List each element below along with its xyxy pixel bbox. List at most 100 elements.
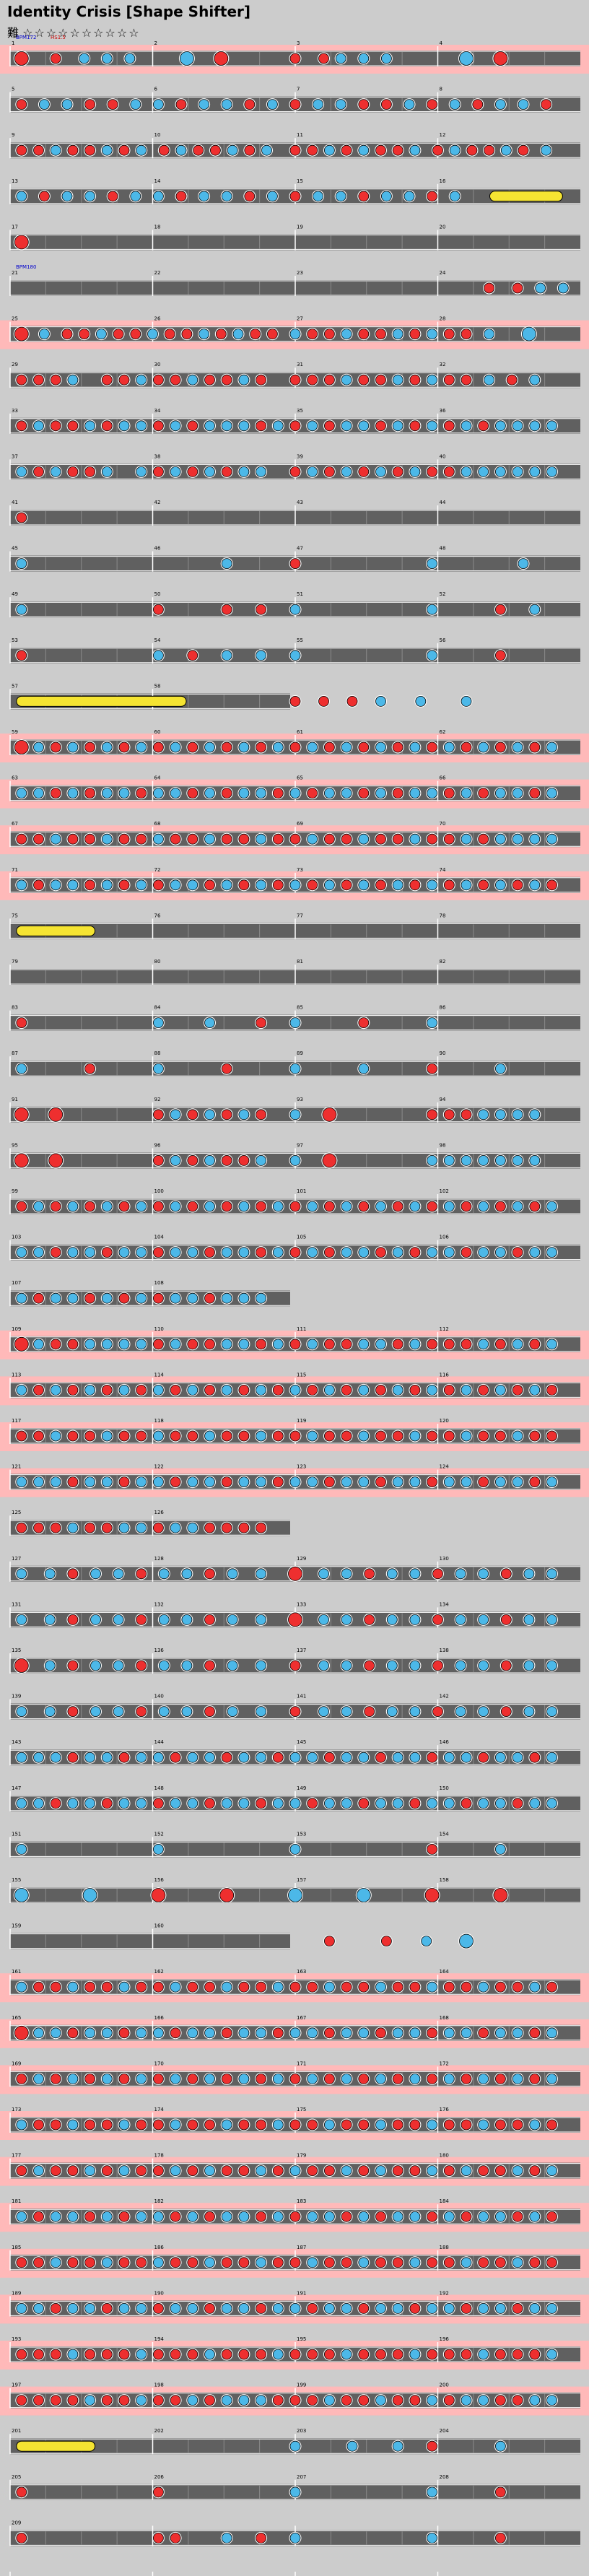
measure-number: 170: [154, 2061, 164, 2066]
ka-note: [409, 1476, 421, 1488]
ka-note: [409, 1201, 421, 1212]
don-note: [478, 788, 489, 799]
ka-note: [227, 1614, 238, 1625]
don-note: [461, 1201, 472, 1212]
measure-number: 78: [440, 913, 446, 918]
measure-number: 177: [12, 2153, 21, 2159]
don-note: [16, 99, 27, 110]
measure-number: 195: [297, 2336, 306, 2342]
measure-number: 66: [440, 775, 446, 781]
ka-note: [289, 1109, 301, 1121]
don-note: [170, 374, 181, 386]
measure-number: 3: [297, 40, 300, 46]
don-note: [495, 2257, 506, 2268]
don-note: [512, 1247, 523, 1258]
ka-note: [113, 1660, 124, 1671]
measure-number: 46: [154, 546, 161, 552]
ka-note: [170, 1201, 181, 1212]
ka-note: [375, 741, 386, 753]
measure-number: 51: [297, 591, 303, 597]
don-note: [272, 833, 284, 845]
ka-note: [238, 741, 250, 753]
ka-note: [529, 879, 541, 891]
don-note: [461, 1339, 472, 1350]
measure-number: 70: [440, 821, 446, 827]
don-note: [67, 1568, 79, 1580]
ka-note: [403, 99, 415, 110]
don-note: [341, 879, 352, 891]
measure-number: 43: [297, 500, 303, 505]
ka-note: [546, 1798, 557, 1809]
ka-note: [204, 1155, 215, 1166]
ka-note: [118, 1981, 130, 1993]
don-note: [221, 2257, 232, 2268]
ka-note: [187, 1752, 198, 1763]
ka-note: [375, 1981, 386, 1993]
measure-number: 76: [154, 913, 161, 918]
ka-note: [546, 466, 557, 477]
measure-number: 36: [440, 408, 446, 414]
measure-number: 44: [440, 500, 446, 505]
ka-note: [307, 1247, 318, 1258]
don-note: [493, 1888, 508, 1902]
ka-note: [16, 1706, 27, 1718]
ka-note: [170, 1339, 181, 1350]
ka-note: [427, 374, 437, 386]
don-note: [170, 2257, 181, 2268]
ka-note: [356, 1888, 371, 1902]
ka-note: [495, 879, 506, 891]
ka-note: [221, 558, 232, 569]
ka-note: [323, 2302, 335, 2314]
don-note: [33, 833, 44, 845]
don-note: [289, 1706, 301, 1718]
measure-number: 140: [154, 1694, 164, 1700]
ka-note: [238, 420, 250, 432]
measure-number: 40: [440, 453, 446, 459]
ka-note: [101, 2211, 113, 2222]
ka-note: [358, 144, 370, 156]
don-note: [427, 466, 437, 477]
measure-number: 80: [154, 959, 161, 965]
ka-note: [478, 741, 489, 753]
measure-number: 2: [154, 40, 157, 46]
ka-note: [478, 1155, 489, 1166]
don-note: [529, 2257, 541, 2268]
don-note: [392, 144, 403, 156]
ka-note: [529, 2211, 541, 2222]
don-note: [529, 2165, 541, 2177]
measure-number: 32: [440, 362, 446, 367]
ka-note: [529, 1981, 541, 1993]
ka-note: [375, 2165, 386, 2177]
don-note: [67, 833, 79, 845]
ka-note: [136, 2073, 147, 2084]
don-note: [256, 2073, 267, 2084]
don-note: [256, 1339, 267, 1350]
ka-note: [221, 191, 232, 202]
don-note: [392, 2257, 403, 2268]
don-note: [101, 2302, 113, 2314]
don-note: [79, 328, 90, 340]
ka-note: [204, 1752, 215, 1763]
don-note: [152, 466, 164, 477]
don-note: [187, 1155, 198, 1166]
ka-note: [523, 1614, 535, 1625]
ka-note: [118, 2119, 130, 2131]
don-note: [136, 2165, 147, 2177]
don-note: [101, 1522, 113, 1533]
ka-note: [158, 1614, 170, 1625]
don-note: [323, 1339, 335, 1350]
don-note: [170, 2027, 181, 2039]
don-note: [427, 1752, 437, 1763]
ka-note: [427, 1385, 437, 1396]
ka-note: [33, 741, 44, 753]
ka-note: [409, 2027, 421, 2039]
don-note: [48, 1153, 64, 1168]
ka-note: [198, 99, 210, 110]
measure-number: 90: [440, 1050, 446, 1056]
ka-note: [221, 2532, 232, 2544]
ka-note: [118, 2165, 130, 2177]
ka-note: [170, 2302, 181, 2314]
don-note: [33, 2395, 44, 2406]
don-note: [443, 2395, 455, 2406]
